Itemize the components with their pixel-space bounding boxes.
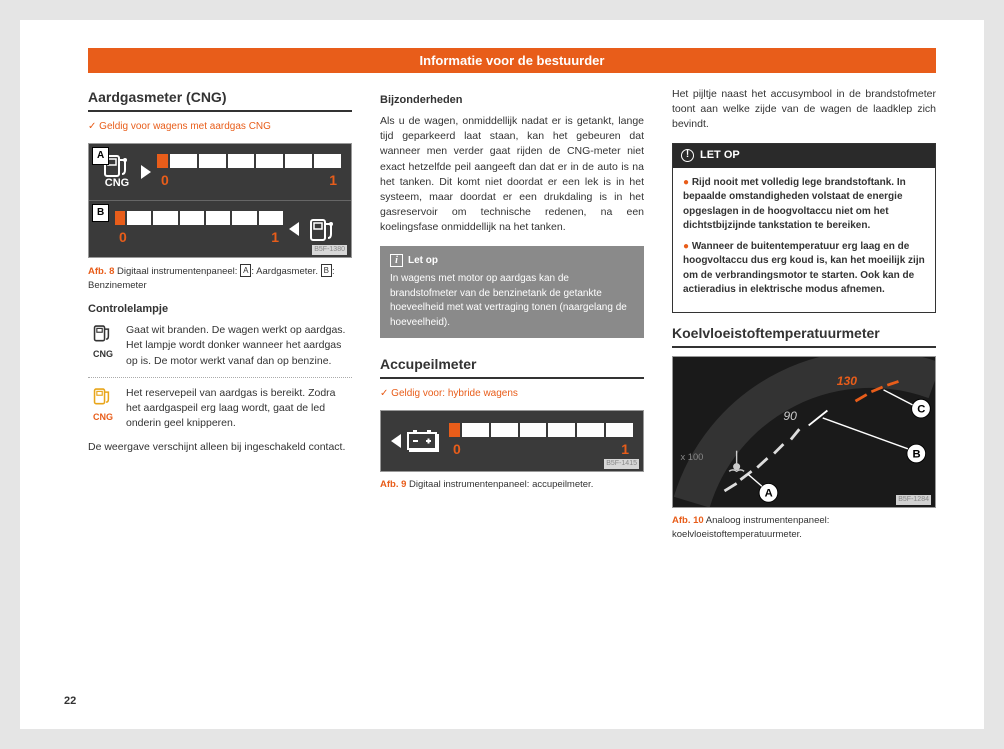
panel-letter-b: B xyxy=(92,204,109,223)
heading-bijzonderheden: Bijzonderheden xyxy=(380,93,644,109)
letop-header: Let op xyxy=(408,254,438,269)
divider xyxy=(88,377,352,378)
fig10-code: B5F-1284 xyxy=(896,495,931,505)
temp-letter-b: B xyxy=(913,448,921,460)
warn-bullet-2: Wanneer de buitentemperatuur erg laag en… xyxy=(683,240,925,298)
validity-accu: Geldig voor: hybride wagens xyxy=(380,387,644,402)
scale-0: 0 xyxy=(161,170,169,190)
warning-box: ! LET OP Rijd nooit met volledig lege br… xyxy=(672,143,936,313)
info-icon: i xyxy=(390,254,403,267)
column-1: Aardgasmeter (CNG) Geldig voor wagens me… xyxy=(88,87,352,551)
cng-text: CNG xyxy=(105,176,129,192)
arrow-left-icon-2 xyxy=(391,434,401,448)
section-title-accu: Accupeilmeter xyxy=(380,354,644,379)
info-box-letop: i Let op In wagens met motor op aardgas … xyxy=(380,246,644,339)
temp-130: 130 xyxy=(837,374,858,388)
panel-letter-a: A xyxy=(92,147,109,166)
warning-icon: ! xyxy=(681,149,694,162)
scale-1-b: 1 xyxy=(271,227,279,247)
pump-icon-yellow xyxy=(92,386,114,406)
fig9-code: B5F-1415 xyxy=(604,459,639,469)
indicator-yellow-text: Het reservepeil van aardgas is bereikt. … xyxy=(126,386,352,432)
gauge-bar-b: 0 1 xyxy=(115,211,283,247)
caption-9: Afb. 9 Digitaal instrumentenpaneel: accu… xyxy=(380,478,644,492)
temp-x100: x 100 xyxy=(680,452,703,462)
temp-letter-a: A xyxy=(765,487,773,499)
page-header: Informatie voor de bestuurder xyxy=(88,48,936,73)
manual-page: Informatie voor de bestuurder Aardgasmet… xyxy=(20,20,984,729)
warn-bullet-1: Rijd nooit met volledig lege brandstofta… xyxy=(683,176,925,234)
caption-8: Afb. 8 Digitaal instrumentenpaneel: A: A… xyxy=(88,264,352,293)
scale-0-b: 0 xyxy=(119,227,127,247)
section-title-koel: Koelvloeistoftemperatuurmeter xyxy=(672,323,936,348)
indicator-white-text: Gaat wit branden. De wagen werkt op aard… xyxy=(126,323,352,369)
figure-9: 0 1 B5F-1415 xyxy=(380,410,644,472)
col3-intro: Het pijltje naast het accusymbool in de … xyxy=(672,87,936,133)
contact-note: De weergave verschijnt alleen bij ingesc… xyxy=(88,440,352,455)
page-number: 22 xyxy=(64,695,76,707)
pump-icon-white xyxy=(92,323,114,343)
validity-cng: Geldig voor wagens met aardgas CNG xyxy=(88,120,352,135)
gauge-row-a: A CNG xyxy=(89,144,351,200)
temp-letter-c: C xyxy=(917,403,925,415)
scale-1: 1 xyxy=(329,170,337,190)
arrow-right-icon xyxy=(141,165,151,179)
column-2: Bijzonderheden Als u de wagen, onmiddell… xyxy=(380,87,644,551)
letop-text: In wagens met motor op aardgas kan de br… xyxy=(390,272,634,330)
column-3: Het pijltje naast het accusymbool in de … xyxy=(672,87,936,551)
indicator-yellow: CNG Het reservepeil van aardgas is berei… xyxy=(88,386,352,432)
gauge-bar-a: 0 1 xyxy=(157,154,341,190)
battery-icon xyxy=(407,427,443,455)
indicator-white: CNG Gaat wit branden. De wagen werkt op … xyxy=(88,323,352,369)
column-layout: Aardgasmeter (CNG) Geldig voor wagens me… xyxy=(88,87,936,551)
figure-10: 130 90 x 100 A xyxy=(672,356,936,508)
petrol-pump-icon xyxy=(305,209,341,249)
warning-header: LET OP xyxy=(700,148,740,164)
gauge-panel-cng: A CNG xyxy=(89,144,351,257)
cng-label-yellow: CNG xyxy=(88,411,118,424)
scale-1-batt: 1 xyxy=(621,439,629,459)
scale-0-batt: 0 xyxy=(453,439,461,459)
bijz-text: Als u de wagen, onmiddellijk nadat er is… xyxy=(380,114,644,236)
figure-8: A CNG xyxy=(88,143,352,258)
fig8-code: B5F-1380 xyxy=(312,245,347,255)
arrow-left-icon xyxy=(289,222,299,236)
caption-10: Afb. 10 Analoog instrumentenpaneel: koel… xyxy=(672,514,936,542)
cng-label-white: CNG xyxy=(88,348,118,361)
temp-90: 90 xyxy=(783,409,797,423)
temp-gauge-panel: 130 90 x 100 A xyxy=(673,357,935,507)
gauge-bar-battery: 0 1 xyxy=(449,423,633,459)
heading-controlelampje: Controlelampje xyxy=(88,302,352,318)
section-title-cng: Aardgasmeter (CNG) xyxy=(88,87,352,112)
